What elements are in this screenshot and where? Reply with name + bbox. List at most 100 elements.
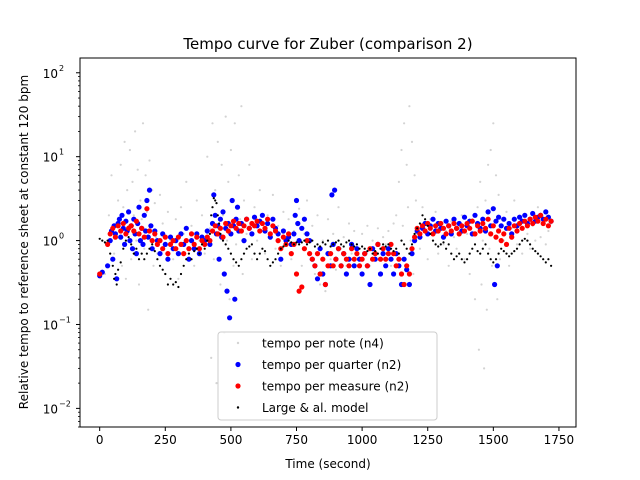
data-point <box>455 247 458 250</box>
data-point <box>472 212 478 218</box>
data-point <box>136 231 142 237</box>
data-point <box>227 315 233 321</box>
data-point <box>490 206 496 212</box>
data-point <box>309 256 315 262</box>
data-point <box>429 232 432 235</box>
data-point <box>232 258 235 261</box>
data-point <box>473 243 477 246</box>
y-tick-exponent: 2 <box>59 64 64 73</box>
data-point <box>529 243 532 246</box>
y-tick-exponent: −1 <box>59 315 71 324</box>
data-point <box>382 236 385 239</box>
data-point <box>212 197 215 200</box>
data-point <box>388 256 394 262</box>
data-point <box>241 272 244 276</box>
data-point <box>456 231 462 237</box>
data-point <box>472 231 478 237</box>
data-point <box>488 247 491 250</box>
data-point <box>290 241 293 244</box>
data-point <box>391 271 397 277</box>
data-point <box>354 246 360 252</box>
data-point <box>349 246 355 252</box>
data-point <box>274 247 277 250</box>
data-point <box>481 239 484 242</box>
data-point <box>476 206 479 209</box>
data-point <box>366 224 369 227</box>
data-point <box>505 210 508 213</box>
data-point <box>539 255 542 258</box>
data-point <box>131 180 134 183</box>
data-point <box>421 206 424 209</box>
data-point <box>526 239 529 242</box>
data-point <box>298 207 301 210</box>
data-point <box>119 261 122 264</box>
data-point <box>342 236 345 239</box>
data-point <box>406 281 412 288</box>
data-point <box>122 247 125 250</box>
data-point <box>207 238 213 244</box>
data-point <box>235 261 238 264</box>
data-point <box>224 243 227 246</box>
data-point <box>148 223 154 229</box>
data-point <box>509 234 515 240</box>
legend-marker <box>235 361 241 368</box>
data-point <box>167 241 174 247</box>
data-point <box>340 243 343 246</box>
data-point <box>190 258 193 261</box>
data-point <box>161 268 164 271</box>
data-point <box>139 225 145 231</box>
data-point <box>347 222 351 225</box>
data-point <box>532 214 538 220</box>
data-point <box>343 271 349 277</box>
legend: tempo per note (n4) tempo per quarter (n2… <box>217 331 438 421</box>
data-point <box>431 239 435 242</box>
data-point <box>190 224 193 227</box>
data-point <box>195 247 198 250</box>
data-point <box>117 199 120 202</box>
data-point <box>167 234 174 240</box>
data-point <box>224 288 230 294</box>
data-point <box>408 105 411 108</box>
data-point <box>404 267 410 273</box>
data-point <box>130 258 133 261</box>
data-point <box>412 272 415 276</box>
data-point <box>191 246 197 252</box>
data-point <box>484 199 487 202</box>
data-point <box>519 225 525 231</box>
data-point <box>538 212 544 218</box>
data-point <box>419 223 426 229</box>
data-point <box>469 218 475 224</box>
data-point <box>492 281 498 288</box>
data-point <box>214 199 217 202</box>
data-point <box>136 168 139 171</box>
data-point <box>406 271 412 277</box>
data-point <box>359 256 365 262</box>
data-point <box>143 228 149 234</box>
data-point <box>241 223 247 229</box>
data-point <box>97 271 103 277</box>
data-point <box>207 241 213 247</box>
data-point <box>334 241 337 244</box>
data-point <box>466 258 469 261</box>
data-point <box>113 277 116 280</box>
data-point <box>177 277 180 280</box>
data-point <box>455 255 458 258</box>
data-point <box>383 263 389 269</box>
data-point <box>141 212 147 218</box>
data-point <box>253 252 256 255</box>
data-point <box>136 204 142 210</box>
data-point <box>211 192 217 198</box>
data-point <box>425 220 431 227</box>
data-point <box>458 252 461 255</box>
data-point <box>333 256 339 262</box>
series-0 <box>103 105 553 385</box>
legend-label: tempo per measure (n2) <box>262 380 409 394</box>
data-point <box>359 271 365 277</box>
data-point <box>237 264 240 267</box>
data-point <box>216 214 219 217</box>
data-point <box>286 231 292 237</box>
data-point <box>162 241 168 247</box>
data-point <box>492 261 495 264</box>
data-point <box>186 256 192 262</box>
data-point <box>347 239 351 242</box>
